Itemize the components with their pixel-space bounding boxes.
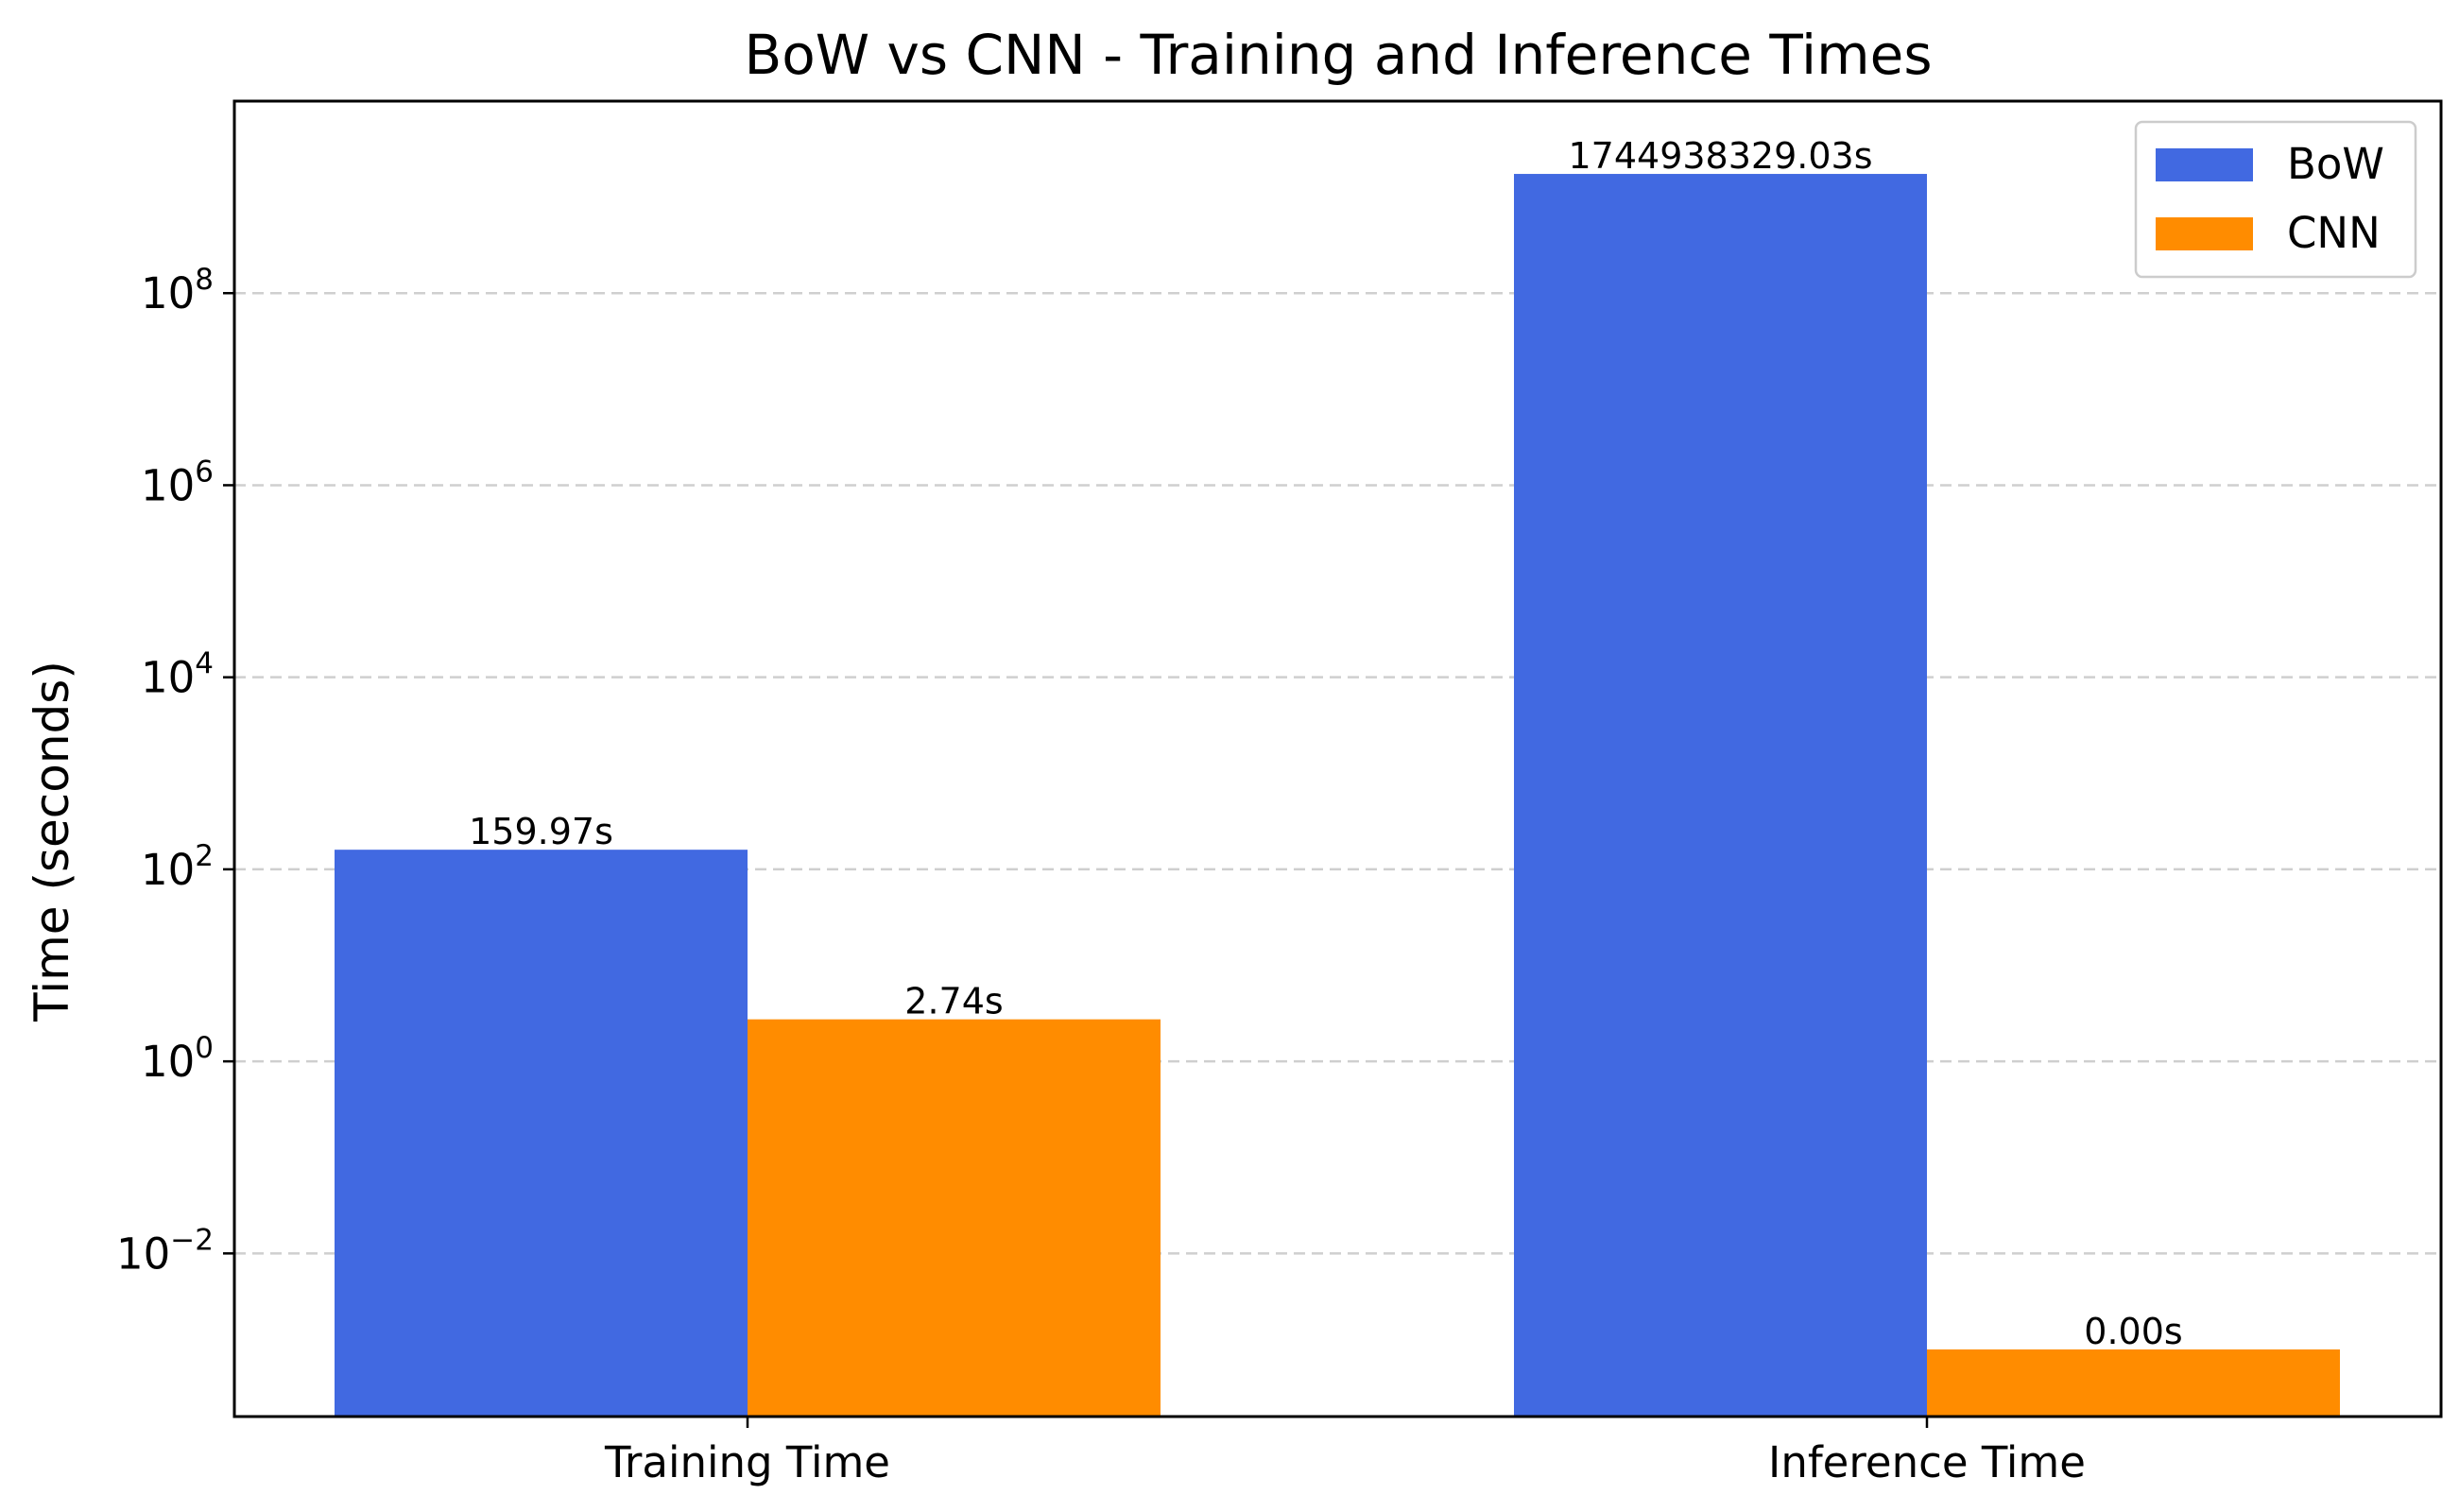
y-tick-exponent: 4 bbox=[195, 647, 214, 681]
y-tick-label: 108 bbox=[141, 263, 214, 318]
bar-bow-1 bbox=[1514, 174, 1927, 1417]
y-tick-exponent: 0 bbox=[195, 1031, 214, 1065]
legend-label-bow: BoW bbox=[2287, 139, 2384, 189]
y-tick-label: 104 bbox=[141, 647, 214, 703]
y-tick-base: 10 bbox=[141, 268, 195, 318]
y-tick-base: 10 bbox=[141, 460, 195, 510]
x-tick-label: Inference Time bbox=[1768, 1437, 2086, 1487]
bar-bow-0 bbox=[335, 850, 748, 1417]
y-tick-base: 10 bbox=[116, 1228, 170, 1279]
bars bbox=[335, 174, 2340, 1417]
bar-value-label: 0.00s bbox=[2084, 1311, 2182, 1352]
y-tick-base: 10 bbox=[141, 653, 195, 703]
bar-cnn-0 bbox=[748, 1019, 1161, 1417]
y-axis-label: Time (seconds) bbox=[25, 661, 79, 1022]
bar-value-label: 1744938329.03s bbox=[1569, 135, 1873, 177]
y-tick-label: 100 bbox=[141, 1031, 214, 1087]
legend-swatch-bow bbox=[2156, 148, 2253, 181]
plot-area-frame bbox=[232, 99, 2443, 1418]
y-tick-exponent: 2 bbox=[195, 839, 214, 873]
y-tick-label: 102 bbox=[141, 839, 214, 895]
legend-label-cnn: CNN bbox=[2287, 208, 2381, 258]
bar-value-label: 159.97s bbox=[469, 811, 613, 852]
y-tick-exponent: −2 bbox=[170, 1223, 214, 1257]
y-tick-base: 10 bbox=[141, 845, 195, 895]
legend-swatch-cnn bbox=[2156, 217, 2253, 250]
y-tick-base: 10 bbox=[141, 1037, 195, 1087]
bar-value-label: 2.74s bbox=[904, 981, 1003, 1022]
y-tick-label: 10−2 bbox=[116, 1223, 214, 1279]
chart-title: BoW vs CNN - Training and Inference Time… bbox=[744, 23, 1932, 87]
bar-labels: 159.97s 2.74s 1744938329.03s 0.00s bbox=[469, 135, 2183, 1352]
legend: BoW CNN bbox=[2134, 120, 2417, 279]
y-tick-exponent: 6 bbox=[195, 455, 214, 489]
bar-cnn-1 bbox=[1927, 1349, 2340, 1417]
x-tick-label: Training Time bbox=[604, 1437, 890, 1487]
y-tick-exponent: 8 bbox=[195, 263, 214, 297]
y-tick-label: 106 bbox=[141, 455, 214, 510]
